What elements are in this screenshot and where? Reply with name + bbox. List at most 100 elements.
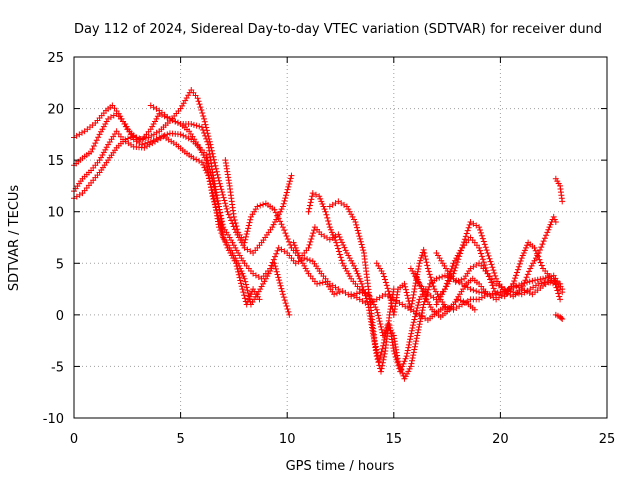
data-point [538, 280, 545, 287]
data-point [219, 189, 226, 196]
data-point [212, 186, 219, 193]
data-point [416, 282, 423, 289]
series-arc-13 [433, 249, 566, 298]
data-point [154, 113, 161, 120]
data-point [212, 204, 219, 211]
data-point [245, 222, 252, 229]
data-point [244, 287, 251, 294]
data-point [217, 183, 224, 190]
data-point [89, 145, 96, 152]
data-point [149, 140, 156, 147]
data-point [316, 193, 323, 200]
data-point [275, 274, 282, 281]
data-point [267, 265, 274, 272]
data-point [197, 146, 204, 153]
data-point [441, 303, 448, 310]
data-point [420, 246, 427, 253]
data-point [477, 250, 484, 257]
data-point [433, 275, 440, 282]
data-point [410, 291, 417, 298]
plot-points [71, 87, 566, 382]
data-point [411, 316, 418, 323]
data-point [396, 361, 403, 368]
data-point [537, 259, 544, 266]
data-point [427, 304, 434, 311]
data-point [403, 289, 410, 296]
data-point [194, 141, 201, 148]
data-point [418, 285, 425, 292]
data-point [103, 118, 110, 125]
data-point [126, 128, 133, 135]
data-point [397, 364, 404, 371]
data-point [415, 324, 422, 331]
data-point [467, 286, 474, 293]
data-point [209, 193, 216, 200]
data-point [442, 283, 449, 290]
data-point [534, 276, 541, 283]
x-tick-label: 20 [492, 432, 509, 447]
data-point [411, 346, 418, 353]
data-point [306, 257, 313, 264]
data-point [242, 281, 249, 288]
data-point [246, 219, 253, 226]
data-point [425, 268, 432, 275]
data-point [279, 291, 286, 298]
data-point [164, 131, 171, 138]
data-point [237, 265, 244, 272]
data-point [351, 216, 358, 223]
data-point [208, 187, 215, 194]
data-point [301, 262, 308, 269]
data-point [279, 224, 286, 231]
series-arc-14 [348, 291, 491, 324]
data-point [283, 233, 290, 240]
data-point [462, 233, 469, 240]
data-point [213, 192, 220, 199]
data-point [353, 221, 360, 228]
data-point [526, 268, 533, 275]
data-point [244, 298, 251, 305]
data-point [92, 140, 99, 147]
data-point [280, 200, 287, 207]
data-point [201, 115, 208, 122]
data-point [413, 335, 420, 342]
data-point [412, 340, 419, 347]
data-point [492, 272, 499, 279]
data-point [345, 206, 352, 213]
data-point [408, 330, 415, 337]
data-point [450, 260, 457, 267]
data-point [172, 118, 179, 125]
data-point [243, 284, 250, 291]
data-point [210, 196, 217, 203]
series-arc-2 [71, 110, 293, 318]
data-point [102, 121, 109, 128]
data-point [95, 134, 102, 141]
data-point [536, 256, 543, 263]
data-point [537, 276, 544, 283]
data-point [380, 339, 387, 346]
data-point [340, 242, 347, 249]
data-point [538, 244, 545, 251]
data-point [415, 326, 422, 333]
data-point [381, 276, 388, 283]
data-point [448, 266, 455, 273]
data-point [485, 252, 492, 259]
data-point [245, 290, 252, 297]
data-point [409, 297, 416, 304]
data-point [410, 319, 417, 326]
data-point [424, 298, 431, 305]
data-point [306, 205, 313, 212]
data-point [198, 149, 205, 156]
data-point [414, 332, 421, 339]
data-point [507, 288, 514, 295]
data-point [299, 260, 306, 267]
data-point [441, 272, 448, 279]
data-point [409, 354, 416, 361]
data-point [278, 206, 285, 213]
data-point [414, 276, 421, 283]
data-point [454, 252, 461, 259]
data-point [338, 257, 345, 264]
data-point [319, 200, 326, 207]
data-point [515, 263, 522, 270]
data-point [200, 112, 207, 119]
data-point [428, 277, 435, 284]
